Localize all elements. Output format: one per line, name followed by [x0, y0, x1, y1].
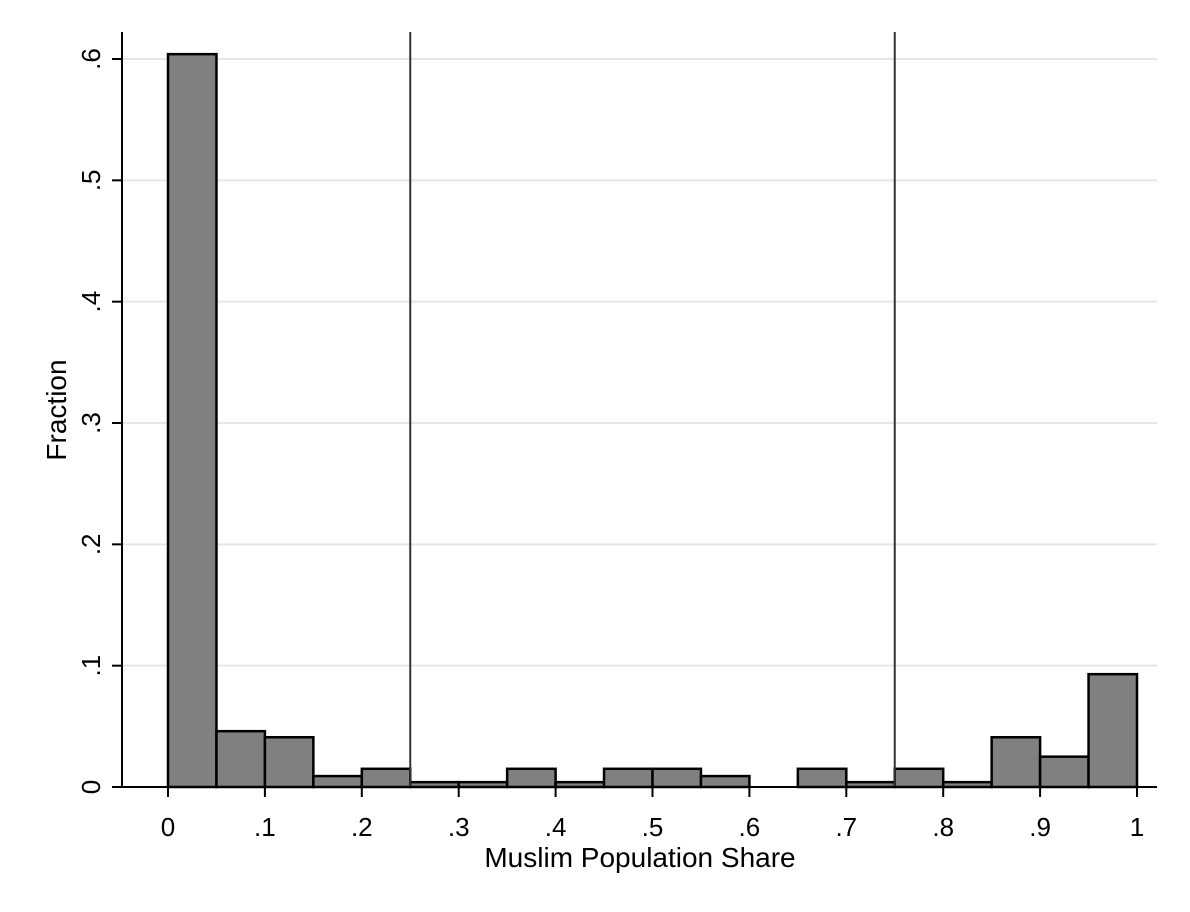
y-tick-label-4: .4	[76, 291, 106, 313]
histogram-bar-19	[1087, 672, 1139, 789]
x-tick-label-10: 1	[1130, 812, 1144, 842]
x-tick-label-6: .6	[739, 812, 761, 842]
y-tick-labels: 0 .1 .2 .3 .4 .5 .6	[76, 48, 106, 794]
y-tick-label-6: .6	[76, 48, 106, 70]
histogram-bar-15	[893, 767, 945, 789]
y-tick-label-1: .1	[76, 655, 106, 677]
x-tick-labels: 0 .1 .2 .3 .4 .5 .6 .7 .8 .9 1	[161, 812, 1144, 842]
y-tick-label-2: .2	[76, 533, 106, 555]
histogram-bars	[166, 52, 1139, 789]
y-tick-label-3: .3	[76, 412, 106, 434]
x-tick-label-1: .1	[254, 812, 276, 842]
histogram-bar-2	[263, 736, 315, 789]
reference-lines	[409, 32, 896, 787]
x-tick-label-9: .9	[1029, 812, 1051, 842]
y-tick-label-5: .5	[76, 169, 106, 191]
histogram-bar-1	[215, 729, 267, 789]
histogram-bar-17	[990, 736, 1042, 789]
x-tick-label-3: .3	[448, 812, 470, 842]
histogram-bar-3	[312, 774, 364, 789]
histogram-bar-18	[1038, 755, 1090, 789]
x-tick-label-8: .8	[932, 812, 954, 842]
histogram-bar-0	[166, 52, 218, 789]
histogram-bar-11	[699, 774, 751, 789]
x-tick-label-4: .4	[545, 812, 567, 842]
y-tick-label-0: 0	[76, 780, 106, 794]
y-axis-title: Fraction	[41, 359, 72, 460]
axes	[112, 32, 1157, 797]
x-tick-label-0: 0	[161, 812, 175, 842]
histogram-bar-7	[505, 767, 557, 789]
histogram-bar-13	[796, 767, 848, 789]
x-tick-label-7: .7	[835, 812, 857, 842]
x-tick-label-2: .2	[351, 812, 373, 842]
x-axis-title: Muslim Population Share	[484, 842, 795, 873]
grid-lines	[122, 58, 1157, 667]
x-tick-label-5: .5	[642, 812, 664, 842]
histogram-bar-4	[360, 767, 412, 789]
histogram-bar-10	[651, 767, 703, 789]
histogram-bar-9	[602, 767, 654, 789]
